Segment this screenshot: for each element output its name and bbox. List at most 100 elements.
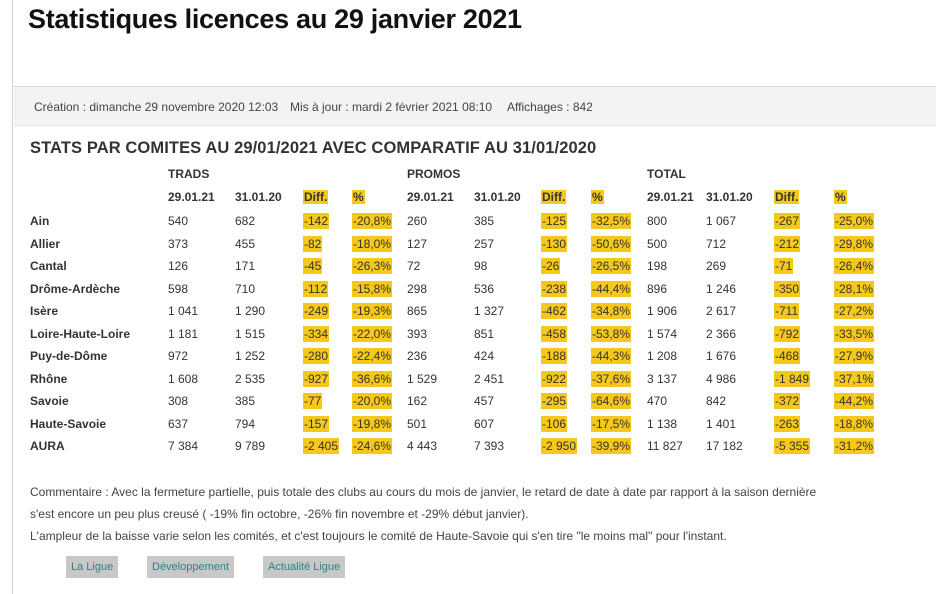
table-cell-highlight: -249: [303, 303, 330, 319]
table-cell: 536: [474, 281, 495, 296]
table-cell: 1 401: [706, 416, 737, 431]
table-cell-highlight: -238: [541, 280, 568, 297]
table-row: Cantal 126 171 -45 -26,3% 72 98 -26 -26,5% 198 269…: [0, 256, 936, 278]
table-cell-highlight: -50,6%: [591, 235, 632, 252]
table-cell-highlight: -462: [541, 303, 568, 319]
table-cell: 1 138: [647, 416, 678, 431]
table-cell-highlight: -711: [774, 303, 800, 319]
table-cell: 9 789: [235, 439, 266, 453]
table-cell: 11 827: [647, 439, 683, 453]
col-header-highlight: Diff.: [774, 190, 800, 204]
table-cell-highlight: -44,3%: [591, 348, 632, 364]
table-cell-highlight: -36,6%: [352, 370, 393, 387]
table-cell: 1 676: [706, 349, 737, 363]
table-cell-highlight: -29,8%: [834, 235, 875, 252]
table-cell: 1 608: [168, 371, 199, 386]
table-cell-highlight: -334: [303, 325, 330, 342]
table-cell: 455: [235, 236, 256, 251]
table-cell: 236: [407, 349, 428, 363]
table-cell-highlight: -2 405: [303, 438, 340, 454]
table-cell-highlight: -130: [541, 235, 568, 252]
table-cell: 865: [407, 304, 428, 318]
row-label: Puy-de-Dôme: [30, 349, 108, 363]
table-cell: 500: [647, 236, 668, 251]
table-cell: 1 327: [474, 304, 505, 318]
table-cell: 1 252: [235, 349, 266, 363]
table-cell: 269: [706, 259, 727, 273]
table-cell: 470: [647, 394, 668, 408]
table-cell-highlight: -26: [541, 258, 561, 274]
table-cell: 260: [407, 214, 428, 228]
table-cell-highlight: -45: [303, 258, 323, 274]
table-cell-highlight: -19,3%: [352, 303, 393, 319]
col-header: 31.01.20: [474, 190, 521, 204]
table-cell: 712: [706, 236, 727, 251]
tag-actualite-ligue[interactable]: Actualité Ligue: [263, 556, 346, 578]
table-cell-highlight: -372: [774, 393, 801, 409]
table-cell-highlight: -33,5%: [834, 325, 875, 342]
table-row: AURA 7 384 9 789 -2 405 -24,6% 4 443 7 393 -2 9…: [0, 436, 936, 458]
table-cell: 385: [474, 214, 495, 228]
table-cell-highlight: -468: [774, 348, 801, 364]
created-date: Création : dimanche 29 novembre 2020 12:…: [34, 100, 279, 114]
table-row: Ain 540 682 -142 -20,8% 260 385 -125 -32,5% 800 1 …: [0, 211, 936, 233]
table-cell: 851: [474, 326, 495, 341]
table-cell-highlight: -5 355: [774, 438, 811, 454]
table-cell: 126: [168, 259, 189, 273]
table-cell-highlight: -22,0%: [352, 325, 393, 342]
table-cell-highlight: -31,2%: [834, 438, 875, 454]
table-cell: 4 443: [407, 439, 438, 453]
table-cell-highlight: -792: [774, 325, 801, 342]
table-cell: 1 041: [168, 304, 199, 318]
table-cell: 794: [235, 416, 256, 431]
table-cell-highlight: -1 849: [774, 370, 811, 387]
table-cell-highlight: -350: [774, 280, 801, 297]
table-cell: 4 986: [706, 371, 737, 386]
table-cell: 17 182: [706, 439, 743, 453]
updated-date: Mis à jour : mardi 2 février 2021 08:10: [290, 100, 493, 114]
table-cell-highlight: -15,8%: [352, 280, 393, 297]
table-cell: 7 393: [474, 439, 505, 453]
row-label: Loire-Haute-Loire: [30, 326, 131, 341]
table-cell: 1 246: [706, 281, 737, 296]
table-cell-highlight: -77: [303, 393, 323, 409]
table-cell-highlight: -18,8%: [834, 415, 875, 432]
title-area: [12, 0, 936, 87]
table-cell-highlight: -212: [774, 235, 801, 252]
row-label: Ain: [30, 214, 50, 228]
table-cell: 7 384: [168, 439, 199, 453]
table-cell-highlight: -927: [303, 370, 330, 387]
table-cell-highlight: -22,4%: [352, 348, 393, 364]
table-cell-highlight: -157: [303, 415, 330, 432]
table-cell: 1 181: [168, 326, 199, 341]
table-cell: 298: [407, 281, 428, 296]
row-label: Cantal: [30, 259, 67, 273]
col-header-highlight: Diff.: [541, 190, 567, 204]
table-cell-highlight: -26,5%: [591, 258, 632, 274]
table-cell-highlight: -44,2%: [834, 393, 875, 409]
table-cell: 393: [407, 326, 428, 341]
comment-line: Commentaire : Avec la fermeture partiell…: [30, 485, 817, 499]
table-cell: 198: [647, 259, 668, 273]
table-cell: 598: [168, 281, 189, 296]
row-label: Isère: [30, 304, 59, 318]
table-cell-highlight: -37,1%: [834, 370, 875, 387]
table-cell-highlight: -26,4%: [834, 258, 875, 274]
table-cell-highlight: -39,9%: [591, 438, 632, 454]
col-header: 29.01.21: [168, 190, 215, 204]
table-cell-highlight: -25,0%: [834, 213, 875, 229]
view-count: Affichages : 842: [507, 100, 593, 114]
table-cell-highlight: -112: [303, 280, 329, 297]
comment-line: s'est encore un peu plus creusé ( -19% f…: [30, 507, 529, 521]
table-cell-highlight: -188: [541, 348, 568, 364]
tag-developpement[interactable]: Développement: [147, 556, 235, 578]
table-cell: 1 574: [647, 326, 678, 341]
table-cell-highlight: -2 950: [541, 438, 578, 454]
table-cell-highlight: -263: [774, 415, 801, 432]
table-cell-highlight: -922: [541, 370, 568, 387]
col-header: 31.01.20: [706, 190, 753, 204]
tag-la-ligue[interactable]: La Ligue: [66, 556, 119, 578]
table-cell-highlight: -27,9%: [834, 348, 875, 364]
table-cell: 540: [168, 214, 189, 228]
table-cell-highlight: -18,0%: [352, 235, 393, 252]
